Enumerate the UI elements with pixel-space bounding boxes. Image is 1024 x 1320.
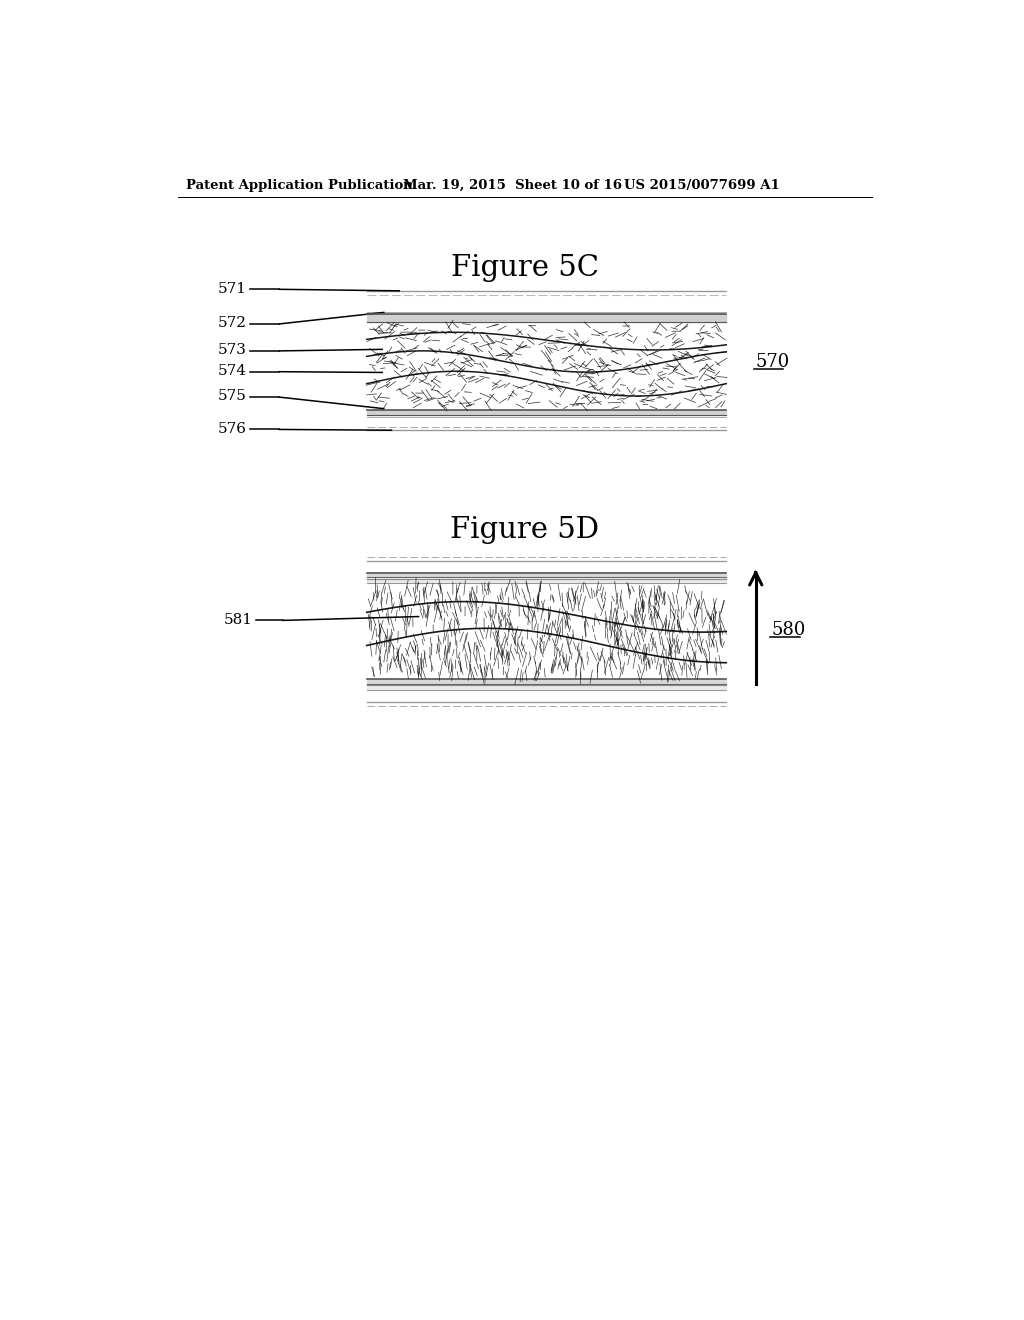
Text: Patent Application Publication: Patent Application Publication bbox=[186, 178, 413, 191]
Text: 573: 573 bbox=[218, 343, 247, 358]
Text: 572: 572 bbox=[217, 317, 247, 330]
Text: Figure 5C: Figure 5C bbox=[451, 253, 599, 281]
Text: 574: 574 bbox=[217, 364, 247, 378]
Text: 580: 580 bbox=[771, 620, 806, 639]
Text: 575: 575 bbox=[218, 389, 247, 404]
Text: Mar. 19, 2015  Sheet 10 of 16: Mar. 19, 2015 Sheet 10 of 16 bbox=[403, 178, 623, 191]
Text: 581: 581 bbox=[224, 612, 253, 627]
Text: Figure 5D: Figure 5D bbox=[451, 516, 599, 544]
Text: US 2015/0077699 A1: US 2015/0077699 A1 bbox=[624, 178, 779, 191]
Text: 571: 571 bbox=[217, 281, 247, 296]
Text: 576: 576 bbox=[217, 421, 247, 436]
Text: 570: 570 bbox=[756, 354, 790, 371]
